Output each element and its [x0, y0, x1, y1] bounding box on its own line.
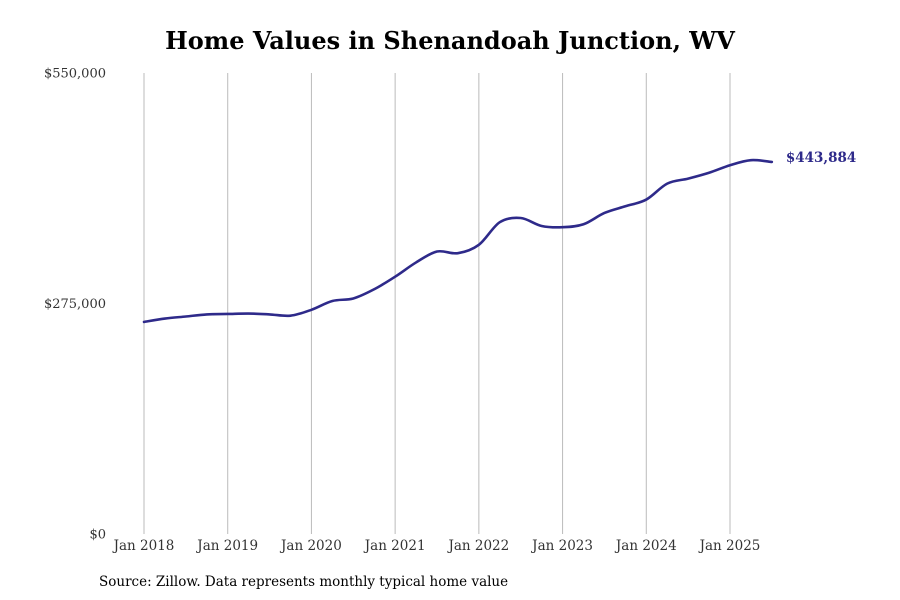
vertical-gridlines	[143, 73, 731, 534]
y-axis-tick-labels: $0 $275,000 $550,000	[44, 67, 106, 543]
source-note: Source: Zillow. Data represents monthly …	[99, 574, 509, 590]
y-tick-label: $550,000	[44, 67, 106, 82]
series-lines	[142, 158, 774, 324]
x-tick-label: Jan 2019	[195, 538, 258, 554]
x-tick-label: Jan 2023	[530, 538, 593, 554]
end-value-label: $443,884	[786, 150, 856, 166]
end-value-label-group: $443,884	[786, 150, 856, 166]
x-tick-label: Jan 2021	[363, 538, 426, 554]
x-tick-label: Jan 2022	[446, 538, 509, 554]
series-line-0	[142, 158, 774, 324]
x-axis-tick-labels: Jan 2018 Jan 2019 Jan 2020 Jan 2021 Jan 2022…	[112, 538, 761, 554]
y-tick-label: $0	[89, 528, 106, 543]
y-tick-label: $275,000	[44, 297, 106, 312]
x-tick-label: Jan 2018	[112, 538, 175, 554]
x-tick-label: Jan 2024	[614, 538, 677, 554]
x-tick-label: Jan 2020	[279, 538, 342, 554]
x-tick-label: Jan 2025	[698, 538, 761, 554]
chart-title: Home Values in Shenandoah Junction, WV	[165, 26, 735, 55]
